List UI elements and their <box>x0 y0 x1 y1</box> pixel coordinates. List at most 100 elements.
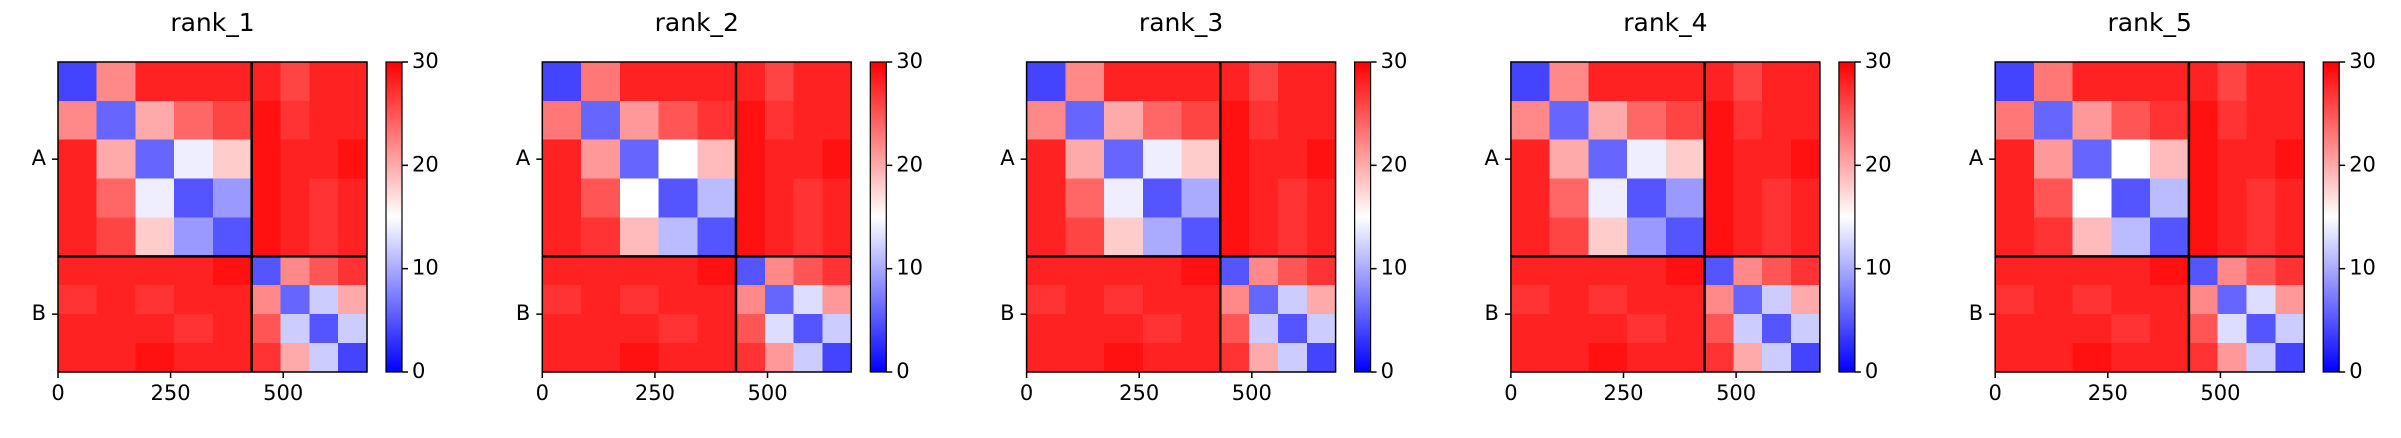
heatmap-cell <box>2111 256 2151 286</box>
heatmap-cell <box>2033 217 2074 257</box>
heatmap-cell <box>58 217 98 257</box>
heatmap-cell <box>619 314 660 344</box>
heatmap-cell <box>309 217 339 257</box>
heatmap-cell <box>1549 256 1589 286</box>
heatmap-cell <box>1665 314 1706 344</box>
y-tick-label: B <box>1000 301 1014 325</box>
heatmap-cell <box>1306 285 1337 315</box>
heatmap-cell <box>1627 217 1667 257</box>
heatmap-cell <box>212 100 253 141</box>
panel: rank_5 0 250 500 A B 0 10 20 30 <box>1969 8 2376 405</box>
heatmap-cell <box>1627 343 1667 373</box>
colorbar-tick-label: 0 <box>1381 359 1394 383</box>
heatmap-cell <box>2150 256 2190 286</box>
heatmap-cell <box>1665 139 1706 180</box>
heatmap-cell <box>212 62 253 102</box>
heatmap-cell <box>1104 314 1144 344</box>
heatmap-cell <box>2188 100 2219 141</box>
colorbar-tick-label: 20 <box>1865 152 1892 176</box>
x-tick-label: 500 <box>747 381 787 405</box>
heatmap-cell <box>1142 178 1183 218</box>
x-tick-label: 0 <box>51 381 64 405</box>
heatmap-cell <box>822 139 852 180</box>
heatmap-cell <box>2246 139 2276 180</box>
heatmap-cell <box>1142 217 1183 257</box>
heatmap-cell <box>1995 139 2035 180</box>
heatmap-cell <box>1142 139 1183 180</box>
heatmap-cell <box>1665 256 1706 286</box>
heatmap-cell <box>1704 217 1734 257</box>
heatmap-cell <box>309 343 339 373</box>
heatmap-cell <box>1588 285 1628 315</box>
panel-title: rank_3 <box>1139 8 1223 37</box>
heatmap-cell <box>1065 100 1105 141</box>
heatmap-cell <box>212 285 253 315</box>
y-tick-label: B <box>1969 301 1983 325</box>
heatmap-cell <box>2275 100 2305 141</box>
heatmap-cell <box>1277 314 1308 344</box>
heatmap-cell <box>1549 217 1589 257</box>
heatmap-cell <box>1306 178 1337 218</box>
heatmap-cell <box>2033 178 2074 218</box>
heatmap-cell <box>581 100 621 141</box>
heatmap-cell <box>1995 217 2035 257</box>
heatmap-cell <box>1249 139 1279 180</box>
x-tick-label: 0 <box>536 381 549 405</box>
heatmap-cell <box>1065 285 1105 315</box>
heatmap-cell <box>280 256 310 286</box>
heatmap-cell <box>135 139 175 180</box>
x-tick-label: 0 <box>1989 381 2002 405</box>
heatmap-cell <box>581 217 621 257</box>
heatmap-cell <box>1762 139 1792 180</box>
heatmap-cell <box>251 139 282 180</box>
colorbar-tick-label: 0 <box>896 359 909 383</box>
heatmap-cell <box>2072 100 2112 141</box>
heatmap-cell <box>1704 139 1734 180</box>
heatmap-cell <box>135 314 175 344</box>
heatmap-cell <box>309 139 339 180</box>
heatmap-cell <box>2217 314 2248 344</box>
heatmap-cell <box>251 285 282 315</box>
heatmap-cell <box>135 343 175 373</box>
heatmap-cell <box>1306 217 1337 257</box>
heatmap-cell <box>697 139 737 180</box>
heatmap-cell <box>1104 100 1144 141</box>
heatmap-cell <box>1791 62 1821 102</box>
colorbar <box>385 61 403 373</box>
heatmap-cell <box>1220 62 1250 102</box>
heatmap-cell <box>1306 62 1337 102</box>
heatmap-cell <box>1181 139 1221 180</box>
heatmap-cell <box>212 343 253 373</box>
heatmap-cell <box>2033 314 2074 344</box>
heatmap-cell <box>1306 256 1337 286</box>
heatmap-cell <box>2072 285 2112 315</box>
heatmap-cell <box>1026 217 1066 257</box>
x-tick-label: 250 <box>151 381 191 405</box>
heatmap-cell <box>581 178 621 218</box>
heatmap-cell <box>793 285 823 315</box>
heatmap-cell <box>1104 139 1144 180</box>
colorbar-tick-label: 0 <box>1865 359 1878 383</box>
heatmap-cell <box>1733 178 1763 218</box>
heatmap-cell <box>2150 285 2190 315</box>
heatmap-cell <box>1249 178 1279 218</box>
colorbar-tick-label: 20 <box>412 152 439 176</box>
heatmap-cell <box>251 178 282 218</box>
heatmap-cell <box>2275 314 2305 344</box>
x-tick-label: 500 <box>1232 381 1272 405</box>
axes-frame <box>541 61 853 373</box>
heatmap-cell <box>251 217 282 257</box>
heatmap-cell <box>1277 100 1308 141</box>
heatmap-cell <box>1995 285 2035 315</box>
heatmap-cell <box>58 139 98 180</box>
heatmap-cell <box>338 62 368 102</box>
heatmap-cell <box>697 100 737 141</box>
heatmap-cell <box>174 217 214 257</box>
heatmap-cell <box>1249 343 1279 373</box>
heatmap-cell <box>581 343 621 373</box>
heatmap-cell <box>697 217 737 257</box>
heatmap-cell <box>619 139 660 180</box>
heatmap-cell <box>174 178 214 218</box>
heatmap-cell <box>2275 178 2305 218</box>
